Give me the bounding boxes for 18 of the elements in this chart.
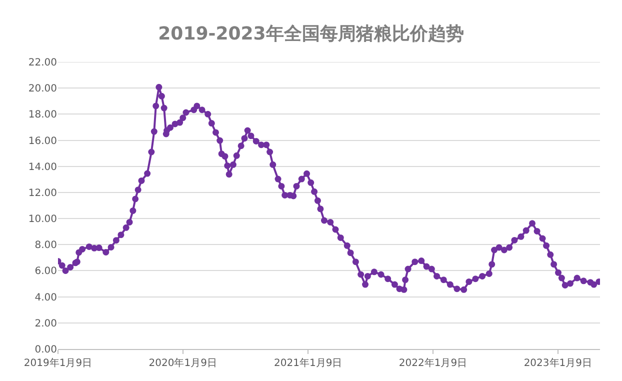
y-tick-label: 10.00 — [28, 214, 57, 226]
x-tick-label: 2022年1月9日 — [398, 357, 468, 369]
x-tick-label: 2021年1月9日 — [274, 357, 342, 369]
y-tick-label: 20.00 — [28, 84, 57, 95]
y-tick-label: 16.00 — [28, 136, 57, 147]
y-tick-label: 22.00 — [28, 58, 57, 68]
y-tick-label: 6.00 — [34, 266, 57, 278]
y-tick-label: 2.00 — [34, 318, 57, 330]
y-tick-label: 12.00 — [28, 188, 57, 199]
chart-title: 2019-2023年全国每周猪粮比价趋势 — [158, 23, 464, 44]
y-tick-label: 14.00 — [28, 162, 57, 173]
x-tick-label: 2020年1月9日 — [148, 357, 217, 369]
y-tick-label: 4.00 — [34, 292, 57, 304]
x-tick-label: 2019年1月9日 — [24, 357, 92, 369]
y-tick-label: 8.00 — [34, 240, 57, 252]
y-tick-label: 18.00 — [28, 110, 57, 121]
x-tick-label: 2023年1月9日 — [524, 357, 592, 369]
y-tick-label: 0.00 — [34, 344, 57, 356]
